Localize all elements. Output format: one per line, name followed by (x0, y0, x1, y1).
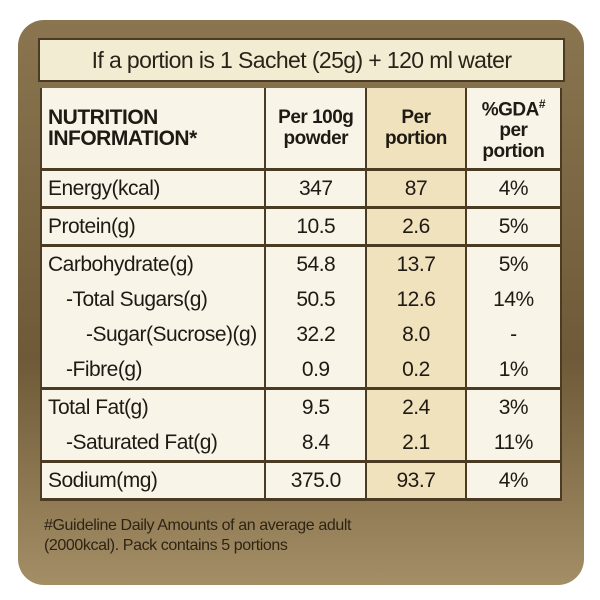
nutrient-name: Total Fat(g) (39, 388, 267, 425)
nutrient-row: -Fibre(g) 0.9 0.2 1% (39, 352, 563, 389)
nutrient-row: -Total Sugars(g) 50.5 12.6 14% (39, 282, 563, 317)
header-line: portion (384, 128, 447, 149)
row-group: Total Fat(g) 9.5 2.4 3% -Saturated Fat(g) 8.4… (39, 388, 563, 462)
nutrient-row: Carbohydrate(g) 54.8 13.7 5% (39, 245, 563, 282)
value-cell: 2.4 (365, 388, 467, 425)
nutrient-row: Total Fat(g) 9.5 2.4 3% (39, 388, 563, 425)
row-group: Protein(g) 10.5 2.6 5% (39, 207, 563, 246)
value-cell: 2.1 (365, 425, 467, 462)
nutrient-row: Energy(kcal) 347 87 4% (39, 169, 563, 208)
value-cell: 1% (464, 352, 563, 389)
nutrient-name: -Sugar(Sucrose)(g) (39, 317, 267, 352)
header-line: powder (283, 128, 349, 149)
row-group: Carbohydrate(g) 54.8 13.7 5% -Total Sugars(g… (39, 245, 563, 389)
value-cell: 13.7 (365, 245, 467, 282)
value-cell: 54.8 (264, 245, 368, 282)
nutrient-row: -Sugar(Sucrose)(g) 32.2 8.0- (39, 317, 563, 352)
header-line: INFORMATION* (48, 127, 197, 150)
footnote-line: (2000kcal). Pack contains 5 portions (44, 537, 288, 554)
superscript: # (538, 96, 546, 111)
nutrient-name: Protein(g) (39, 207, 267, 246)
value-cell: 0.2 (365, 352, 467, 389)
value-cell: - (464, 317, 563, 352)
value-cell: 32.2 (264, 317, 368, 352)
nutrient-name: -Fibre(g) (39, 352, 267, 389)
value-cell: 4% (464, 461, 563, 500)
value-cell: 2.6 (365, 207, 467, 246)
column-header: Per 100g powder (264, 88, 368, 171)
nutrient-name: -Saturated Fat(g) (39, 425, 267, 462)
nutrient-row: Sodium(mg) 375.0 93.7 4% (39, 461, 563, 500)
value-cell: 93.7 (365, 461, 467, 500)
value-cell: 3% (464, 388, 563, 425)
value-cell: 4% (464, 169, 563, 208)
nutrient-name: -Total Sugars(g) (39, 282, 267, 317)
value-cell: 50.5 (264, 282, 368, 317)
value-cell: 87 (365, 169, 467, 208)
header-line: %GDA (481, 99, 540, 121)
value-cell: 347 (264, 169, 368, 208)
header-row: NUTRITION INFORMATION* Per 100g powder Per po… (39, 88, 563, 171)
value-cell: 5% (464, 207, 563, 246)
portion-title: If a portion is 1 Sachet (25g) + 120 ml … (38, 38, 565, 82)
column-header: Per portion (365, 88, 467, 171)
value-cell: 10.5 (264, 207, 368, 246)
nutrient-row: Protein(g) 10.5 2.6 5% (39, 207, 563, 246)
row-group: Energy(kcal) 347 87 4% (39, 169, 563, 208)
header-line: portion (482, 141, 545, 163)
nutrient-name: Energy(kcal) (39, 169, 267, 208)
nutrient-name: Sodium(mg) (39, 461, 267, 500)
value-cell: 14% (464, 282, 563, 317)
value-cell: 12.6 (365, 282, 467, 317)
footnote: #Guideline Daily Amounts of an average a… (44, 516, 351, 556)
value-cell: 0.9 (264, 352, 368, 389)
header-line: NUTRITION (48, 106, 158, 129)
value-cell: 8.0 (365, 317, 467, 352)
nutrient-name: Carbohydrate(g) (39, 245, 267, 282)
header-line: per (499, 120, 528, 142)
nutrition-table: NUTRITION INFORMATION* Per 100g powder Per po… (39, 88, 563, 501)
value-cell: 8.4 (264, 425, 368, 462)
column-header: NUTRITION INFORMATION* (39, 88, 267, 171)
value-cell: 11% (464, 425, 563, 462)
value-cell: 5% (464, 245, 563, 282)
nutrient-row: -Saturated Fat(g) 8.4 2.1 11% (39, 425, 563, 462)
header-line: Per 100g (278, 107, 354, 128)
footnote-line: #Guideline Daily Amounts of an average a… (44, 517, 352, 534)
value-cell: 375.0 (264, 461, 368, 500)
value-cell: 9.5 (264, 388, 368, 425)
header-line: Per (401, 107, 431, 128)
column-header: %GDA# per portion (464, 88, 563, 171)
row-group: Sodium(mg) 375.0 93.7 4% (39, 461, 563, 500)
